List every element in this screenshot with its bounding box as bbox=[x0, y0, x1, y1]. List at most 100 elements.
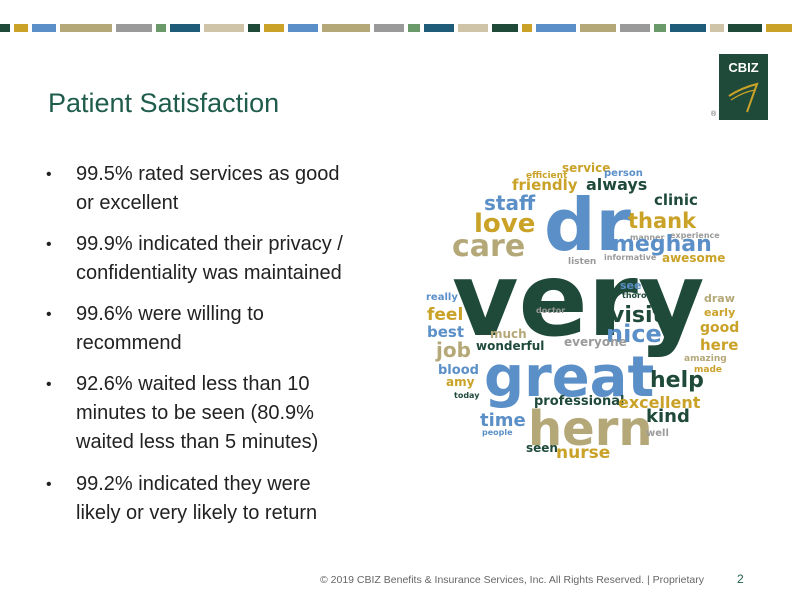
cloud-word: dr bbox=[544, 183, 632, 267]
cloud-word: great bbox=[484, 345, 654, 410]
stripe-segment bbox=[728, 24, 762, 32]
cloud-word: really bbox=[426, 292, 458, 303]
cloud-word: thorough bbox=[622, 291, 664, 300]
cloud-word: feel bbox=[427, 305, 463, 325]
footer-copyright: © 2019 CBIZ Benefits & Insurance Service… bbox=[320, 574, 704, 586]
stripe-segment bbox=[248, 24, 260, 32]
cloud-word: awesome bbox=[662, 251, 725, 265]
bullet-line: 99.9% indicated their privacy / bbox=[76, 233, 343, 255]
cloud-word: amy bbox=[446, 375, 475, 389]
stripe-segment bbox=[204, 24, 244, 32]
stripe-segment bbox=[264, 24, 284, 32]
cloud-word: doctor bbox=[536, 306, 565, 315]
stripe-segment bbox=[116, 24, 152, 32]
page-number: 2 bbox=[737, 572, 744, 586]
stripe-segment bbox=[522, 24, 532, 32]
bullet-line: 99.2% indicated they were bbox=[76, 473, 311, 495]
stripe-segment bbox=[766, 24, 792, 32]
cloud-word: informative bbox=[604, 253, 657, 262]
cloud-word: excellent bbox=[618, 393, 701, 412]
cloud-word: today bbox=[454, 391, 480, 400]
bullet-line: 92.6% waited less than 10 bbox=[76, 373, 310, 395]
bullet-line: 99.6% were willing to bbox=[76, 303, 264, 325]
cloud-word: experience bbox=[670, 231, 720, 240]
stripe-segment bbox=[458, 24, 488, 32]
cloud-word: people bbox=[482, 428, 513, 437]
bullet-item: • 99.9% indicated their privacy / confid… bbox=[46, 230, 406, 288]
bullet-dot: • bbox=[46, 236, 52, 253]
cloud-word: blood bbox=[438, 363, 479, 378]
stripe-segment bbox=[170, 24, 200, 32]
stripe-segment bbox=[408, 24, 420, 32]
cloud-word: amazing bbox=[684, 354, 727, 364]
cloud-word: good bbox=[700, 320, 739, 336]
bullet-item: • 99.2% indicated they were likely or ve… bbox=[46, 470, 406, 528]
cloud-word: very bbox=[452, 241, 704, 360]
stripe-segment bbox=[32, 24, 56, 32]
bullet-dot: • bbox=[46, 166, 52, 183]
slide-title: Patient Satisfaction bbox=[48, 88, 280, 118]
bullet-item: • 99.5% rated services as good or excell… bbox=[46, 160, 406, 218]
stripe-segment bbox=[14, 24, 28, 32]
cloud-word: professional bbox=[534, 394, 624, 409]
cloud-word: person bbox=[604, 168, 643, 179]
stripe-segment bbox=[60, 24, 112, 32]
stripe-segment bbox=[710, 24, 724, 32]
stripe-segment bbox=[654, 24, 666, 32]
cbiz-logo: CBIZ bbox=[719, 54, 768, 120]
stripe-segment bbox=[580, 24, 616, 32]
cloud-word: kind bbox=[646, 406, 690, 427]
bullet-line: recommend bbox=[76, 332, 182, 354]
cloud-word: job bbox=[435, 338, 471, 362]
cloud-word: seen bbox=[526, 441, 558, 455]
cloud-word: nice bbox=[606, 320, 662, 348]
cloud-word: hern bbox=[528, 401, 653, 457]
cloud-word: friendly bbox=[512, 176, 578, 194]
cloud-word: thank bbox=[628, 209, 697, 233]
word-cloud: service efficient person friendly always staf… bbox=[424, 150, 744, 470]
bullet-item: • 92.6% waited less than 10 minutes to b… bbox=[46, 370, 406, 457]
cloud-word: love bbox=[474, 209, 535, 239]
bullet-dot: • bbox=[46, 476, 52, 493]
bullet-line: likely or very likely to return bbox=[76, 502, 318, 524]
cloud-word: meghan bbox=[612, 232, 712, 257]
cloud-word: care bbox=[452, 229, 525, 264]
cloud-word: manner bbox=[630, 233, 665, 242]
logo-text: CBIZ bbox=[728, 60, 759, 75]
stripe-segment bbox=[424, 24, 454, 32]
stripe-segment bbox=[620, 24, 650, 32]
cloud-word: efficient bbox=[526, 171, 568, 181]
stripe-segment bbox=[492, 24, 518, 32]
bullet-line: waited less than 5 minutes) bbox=[76, 431, 319, 453]
cloud-word: here bbox=[700, 336, 738, 354]
cloud-word: wonderful bbox=[476, 339, 544, 353]
cloud-word: best bbox=[427, 323, 464, 341]
stripe-segment bbox=[670, 24, 706, 32]
bullet-line: minutes to be seen (80.9% bbox=[76, 402, 314, 424]
cloud-word: made bbox=[694, 365, 722, 375]
cloud-word: draw bbox=[704, 292, 735, 305]
logo-swoosh-icon bbox=[728, 82, 759, 113]
cloud-word: help bbox=[650, 368, 704, 393]
stripe-segment bbox=[288, 24, 318, 32]
bullet-dot: • bbox=[46, 306, 52, 323]
bullet-dot: • bbox=[46, 376, 52, 393]
stripe-segment bbox=[156, 24, 166, 32]
decorative-color-stripe bbox=[0, 24, 792, 32]
cloud-word: service bbox=[562, 161, 610, 175]
cloud-word: always bbox=[586, 175, 647, 194]
cloud-word: nurse bbox=[556, 443, 610, 463]
cloud-word: early bbox=[704, 306, 735, 319]
stripe-segment bbox=[0, 24, 10, 32]
stripe-segment bbox=[322, 24, 370, 32]
cloud-word: listen bbox=[568, 257, 596, 267]
bullet-line: or excellent bbox=[76, 192, 179, 214]
cloud-word: much bbox=[490, 327, 527, 341]
cloud-word: clinic bbox=[654, 191, 698, 209]
cloud-word: see bbox=[620, 279, 641, 292]
bullet-line: confidentiality was maintained bbox=[76, 262, 342, 284]
cloud-word: staff bbox=[484, 191, 536, 215]
bullet-line: 99.5% rated services as good bbox=[76, 163, 340, 185]
stripe-segment bbox=[374, 24, 404, 32]
